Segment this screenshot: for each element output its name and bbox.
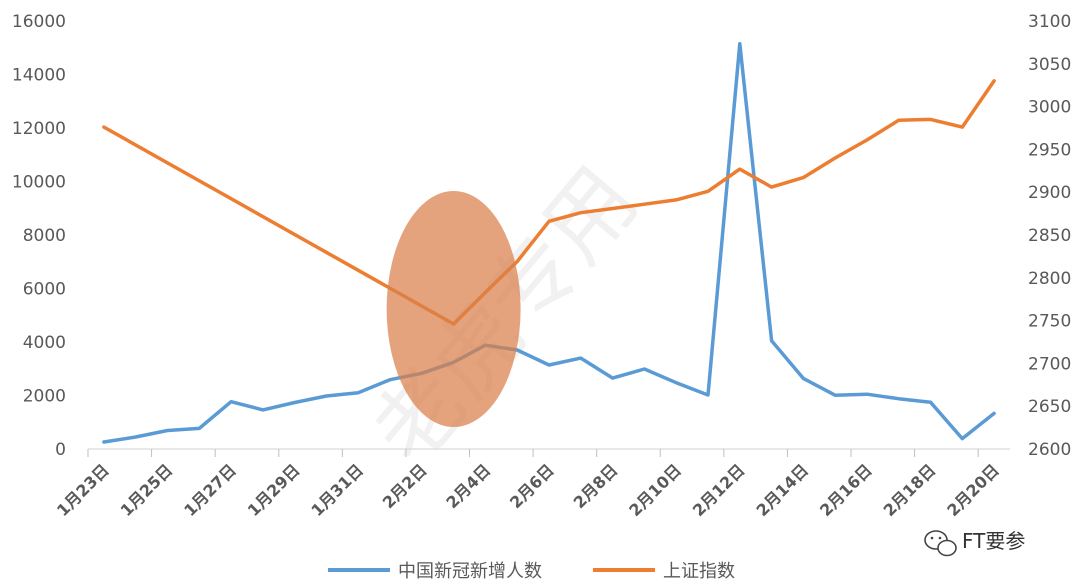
x-tick-label: 2月8日	[570, 460, 622, 512]
right-tick-label: 2800	[1028, 269, 1071, 289]
legend-label-sse-index: 上证指数	[663, 561, 735, 582]
x-tick-label: 1月31日	[307, 460, 367, 520]
right-axis-ticks: 2600 2650 2700 2750 2800 2850 2900 2950 3000 3050…	[1028, 12, 1071, 460]
x-tick-label: 2月18日	[880, 460, 940, 520]
x-axis-ticks	[87, 449, 979, 457]
legend: 中国新冠新增人数 上证指数	[328, 561, 735, 582]
series-line-sse-index	[102, 79, 996, 326]
left-tick-label: 10000	[12, 173, 66, 193]
x-tick-label: 1月29日	[244, 460, 304, 520]
source-tag: FT要参	[924, 529, 1025, 557]
left-tick-label: 12000	[12, 119, 66, 139]
left-tick-label: 2000	[23, 387, 66, 407]
x-tick-label: 2月4日	[442, 460, 494, 512]
x-tick-label: 1月25日	[117, 460, 177, 520]
series-line-new-cases	[102, 41, 996, 444]
left-tick-label: 16000	[12, 12, 66, 32]
x-tick-label: 2月10日	[625, 460, 685, 520]
x-tick-label: 2月20日	[943, 460, 1003, 520]
source-tag-label: FT要参	[962, 529, 1025, 553]
left-axis-ticks: 0 2000 4000 6000 8000 10000 12000 14000 16000	[12, 12, 66, 460]
right-tick-label: 2700	[1028, 354, 1071, 374]
x-tick-label: 2月14日	[752, 460, 812, 520]
right-tick-label: 2650	[1028, 397, 1071, 417]
legend-label-new-cases: 中国新冠新增人数	[398, 561, 542, 582]
left-tick-label: 8000	[23, 226, 66, 246]
x-axis-tick-labels: 1月23日 1月25日 1月27日 1月29日 1月31日 2月2日 2月4日 2月6日 2月8…	[53, 460, 1003, 520]
right-tick-label: 2850	[1028, 226, 1071, 246]
right-tick-label: 2600	[1028, 440, 1071, 460]
right-tick-label: 2900	[1028, 183, 1071, 203]
x-tick-label: 1月27日	[180, 460, 240, 520]
right-tick-label: 2950	[1028, 140, 1071, 160]
left-tick-label: 6000	[23, 280, 66, 300]
wechat-icon	[924, 530, 957, 557]
highlight-ellipse	[386, 191, 521, 427]
right-tick-label: 3050	[1028, 55, 1071, 75]
left-tick-label: 4000	[23, 333, 66, 353]
left-tick-label: 14000	[12, 66, 66, 86]
left-tick-label: 0	[55, 440, 66, 460]
x-tick-label: 2月12日	[689, 460, 749, 520]
x-tick-label: 2月16日	[816, 460, 876, 520]
x-tick-label: 1月23日	[53, 460, 113, 520]
series-lines	[102, 41, 996, 444]
right-tick-label: 3100	[1028, 12, 1071, 32]
right-tick-label: 3000	[1028, 98, 1071, 118]
x-tick-label: 2月6日	[506, 460, 558, 512]
right-tick-label: 2750	[1028, 312, 1071, 332]
